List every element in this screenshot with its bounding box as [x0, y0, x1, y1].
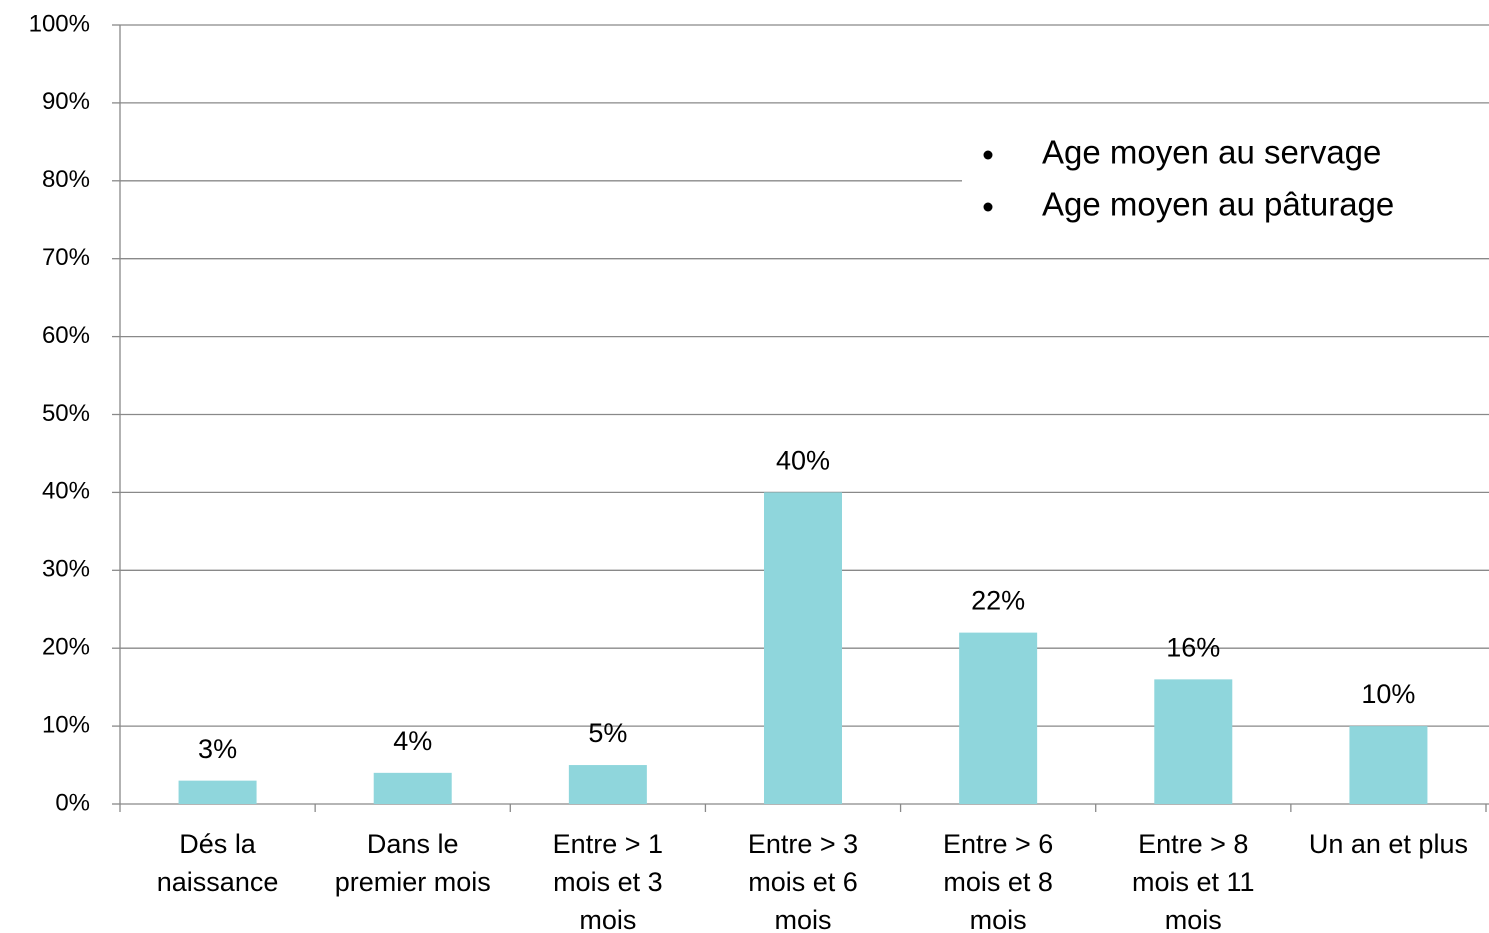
- value-label: 4%: [393, 726, 432, 756]
- bar: [568, 765, 647, 804]
- annotation: Age moyen au pâturage: [1042, 186, 1394, 223]
- y-tick-label: 80%: [42, 166, 90, 193]
- y-tick-label: 70%: [42, 244, 90, 271]
- value-label: 40%: [776, 446, 830, 476]
- value-label: 3%: [198, 734, 237, 764]
- annotation-box: [962, 132, 1489, 232]
- x-tick-label: Entre > 8 mois et 11 mois: [1132, 829, 1255, 933]
- y-tick-label: 40%: [42, 478, 90, 505]
- bar: [1349, 726, 1428, 804]
- y-tick-label: 50%: [42, 400, 90, 427]
- bar: [764, 492, 842, 804]
- x-tick-label: Dans le premier mois: [334, 829, 491, 897]
- y-tick-label: 10%: [42, 711, 90, 738]
- y-tick-label: 30%: [42, 556, 90, 583]
- bar: [373, 772, 452, 804]
- y-tick-label: 90%: [42, 88, 90, 115]
- bar: [1154, 679, 1233, 804]
- x-tick-label: Dés la naissance: [156, 829, 279, 897]
- y-tick-label: 20%: [42, 634, 90, 661]
- y-tick-label: 0%: [55, 789, 90, 816]
- value-label: 10%: [1361, 679, 1415, 709]
- y-tick-label: 60%: [42, 322, 90, 349]
- x-tick-label: Entre > 1 mois et 3 mois: [552, 829, 663, 933]
- x-tick-label: Entre > 3 mois et 6 mois: [747, 829, 859, 933]
- x-tick-label: Entre > 6 mois et 8 mois: [942, 829, 1054, 933]
- y-tick-label: 100%: [29, 10, 90, 37]
- annotation: Age moyen au servage: [1042, 134, 1381, 171]
- value-label: 16%: [1166, 632, 1220, 662]
- bar: [959, 632, 1038, 804]
- bullet: [983, 150, 993, 160]
- bar: [178, 780, 257, 804]
- bullet: [983, 202, 993, 212]
- x-tick-label: Un an et plus: [1308, 829, 1468, 859]
- value-label: 5%: [588, 718, 627, 748]
- value-label: 22%: [971, 586, 1025, 616]
